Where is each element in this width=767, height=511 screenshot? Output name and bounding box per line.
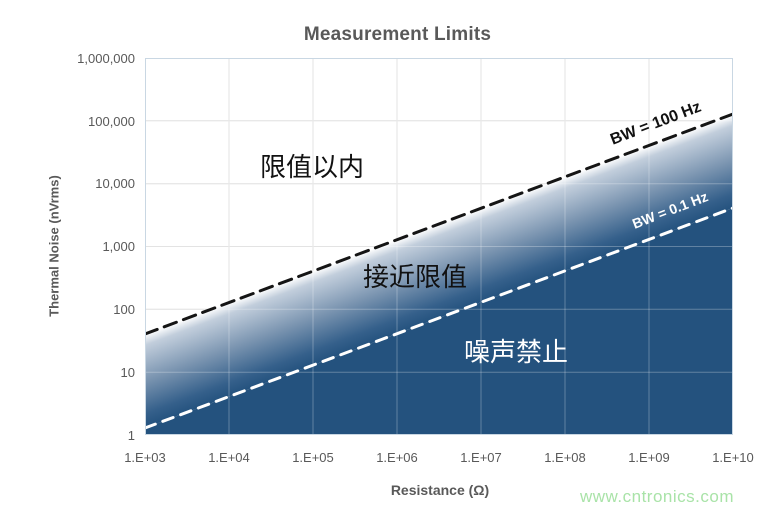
x-tick: 1.E+04 <box>208 450 250 465</box>
bw-0p1hz-line <box>145 206 733 430</box>
x-tick: 1.E+08 <box>544 450 586 465</box>
bw-100hz-line <box>145 112 733 336</box>
y-tick: 10 <box>120 365 135 380</box>
noise-forbidden-region <box>145 208 733 435</box>
gridlines-light-overlay <box>145 58 733 435</box>
watermark-text: www.cntronics.com <box>580 487 734 506</box>
zone-label-within-limits: 限值以内 <box>259 152 365 182</box>
zone-label-approaching-limit: 接近限值 <box>362 262 468 292</box>
y-tick: 10,000 <box>95 176 135 191</box>
x-axis-title: Resistance (Ω) <box>390 482 490 498</box>
y-tick: 100 <box>113 302 135 317</box>
x-tick: 1.E+03 <box>124 450 166 465</box>
y-tick: 1,000,000 <box>77 51 135 66</box>
zone-label-noise-forbidden: 噪声禁止 <box>463 337 569 367</box>
x-tick: 1.E+09 <box>628 450 670 465</box>
plot-border <box>145 58 733 435</box>
x-tick: 1.E+06 <box>376 450 418 465</box>
plot-area <box>145 58 733 435</box>
x-tick: 1.E+07 <box>460 450 502 465</box>
y-axis-title: Thermal Noise (nVrms) <box>46 175 62 317</box>
y-tick: 1 <box>127 428 135 443</box>
y-tick: 100,000 <box>88 114 135 129</box>
x-tick: 1.E+05 <box>292 450 334 465</box>
x-tick: 1.E+10 <box>712 450 754 465</box>
chart-title: Measurement Limits <box>303 24 492 45</box>
y-tick: 1,000 <box>102 239 135 254</box>
gradient-noise-band <box>145 114 733 428</box>
